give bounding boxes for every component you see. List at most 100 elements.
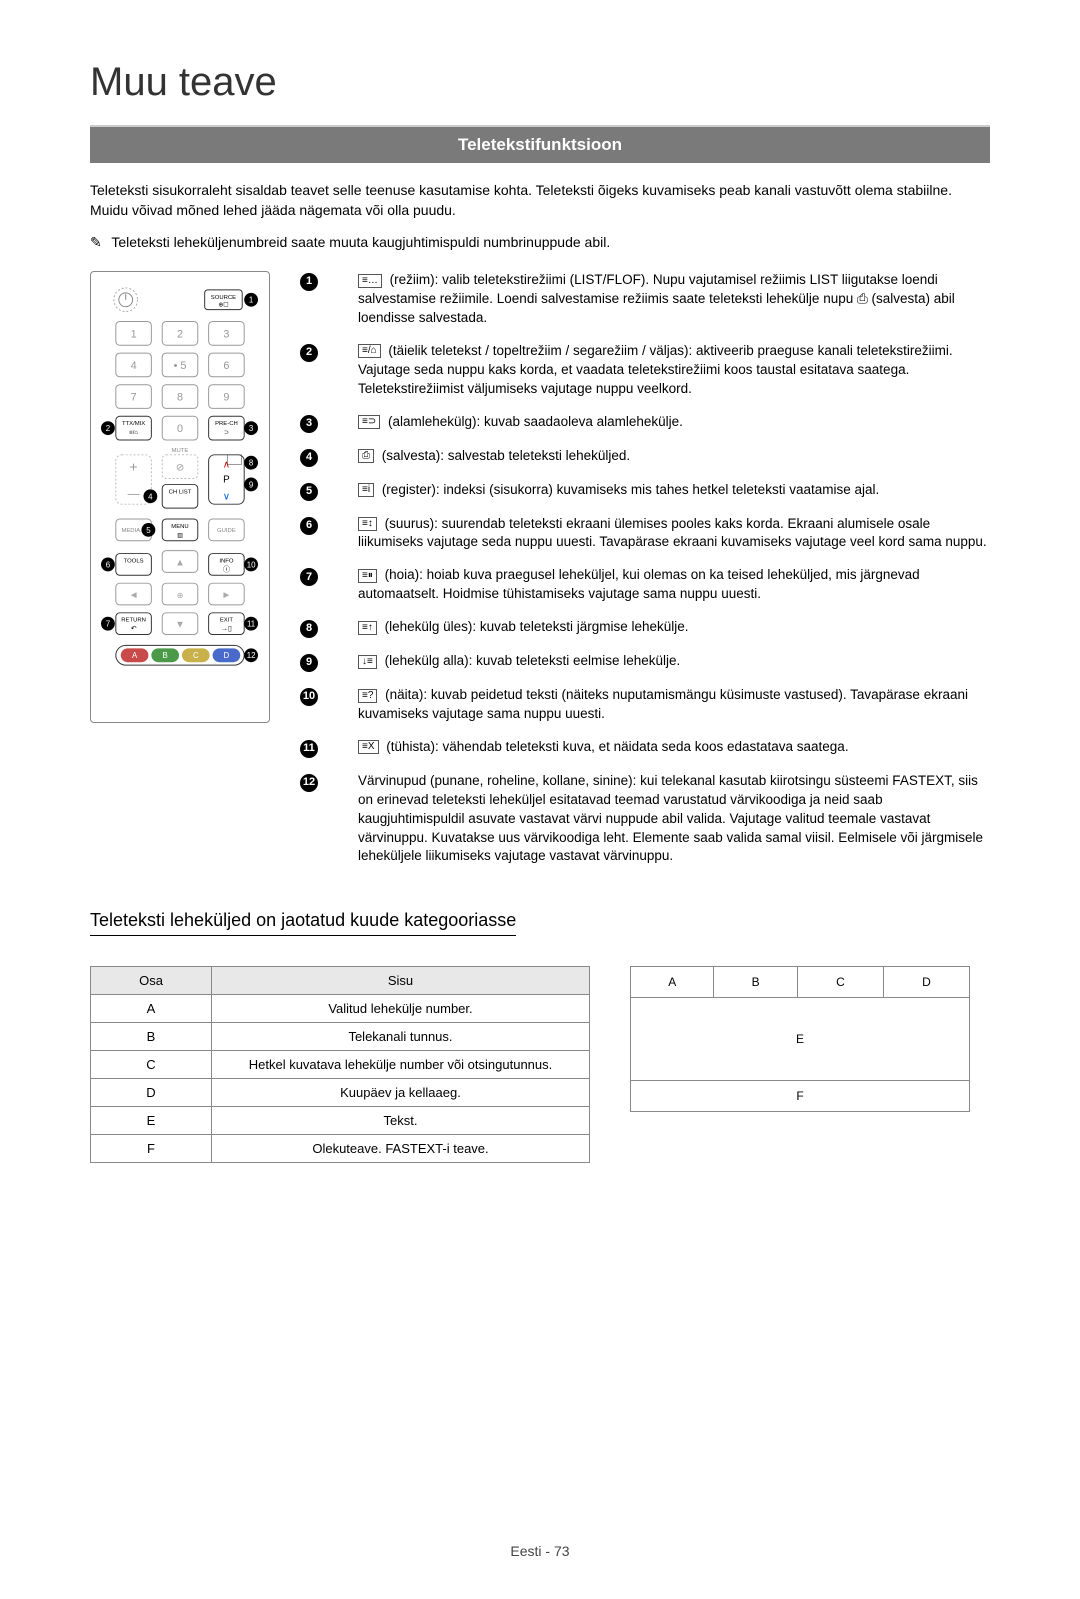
svg-text:—: — [128, 486, 140, 500]
svg-text:9: 9 [249, 481, 254, 490]
description-list: 1 ≡… (režiim): valib teletekstirežiimi (L… [300, 271, 990, 880]
table-row: BTelekanali tunnus. [91, 1023, 590, 1051]
table-row: FOlekuteave. FASTEXT-i teave. [91, 1135, 590, 1163]
teletext-glyph-icon: ≡↑ [358, 621, 377, 635]
svg-text:B: B [163, 651, 168, 660]
svg-text:◄: ◄ [129, 590, 139, 601]
note-icon: ✎ [90, 234, 102, 251]
svg-text:A: A [132, 651, 138, 660]
cell-osa: D [91, 1079, 212, 1107]
svg-text:1: 1 [249, 296, 253, 305]
teletext-glyph-icon: ≡… [358, 274, 382, 288]
cell-sisu: Kuupäev ja kellaaeg. [212, 1079, 590, 1107]
desc-item: 4⎙ (salvesta): salvestab teleteksti lehe… [300, 447, 990, 467]
svg-text:RETURN: RETURN [121, 618, 146, 624]
cell-osa: E [91, 1107, 212, 1135]
svg-text:D: D [224, 651, 230, 660]
svg-text:10: 10 [247, 561, 256, 570]
table-row: AValitud lehekülje number. [91, 995, 590, 1023]
remote-svg: SOURCE ⊕☐ 1 1 [101, 282, 259, 707]
svg-text:▥: ▥ [177, 533, 183, 539]
cell-sisu: Olekuteave. FASTEXT-i teave. [212, 1135, 590, 1163]
svg-text:5: 5 [146, 526, 151, 535]
th-osa: Osa [91, 967, 212, 995]
teletext-glyph-icon: ≡? [358, 689, 377, 703]
table-row: ETekst. [91, 1107, 590, 1135]
svg-text:C: C [193, 651, 199, 660]
teletext-glyph-icon: ≡↕ [358, 517, 377, 531]
note-line: ✎ Teleteksti leheküljenumbreid saate muu… [90, 234, 990, 251]
svg-text:7: 7 [131, 392, 137, 404]
page-footer: Eesti - 73 [90, 1543, 990, 1559]
teletext-glyph-icon: ≡i [358, 483, 374, 497]
layout-a: A [631, 967, 714, 998]
svg-text:4: 4 [131, 360, 137, 372]
item-text: ≡⊃ (alamlehekülg): kuvab saadaoleva alam… [358, 413, 990, 432]
svg-text:▼: ▼ [175, 620, 185, 631]
cell-sisu: Valitud lehekülje number. [212, 995, 590, 1023]
table-row: DKuupäev ja kellaaeg. [91, 1079, 590, 1107]
item-text: ≡/⌂ (täielik teletekst / topeltrežiim / … [358, 342, 990, 399]
svg-text:7: 7 [106, 620, 110, 629]
section-banner: Teletekstifunktsioon [90, 125, 990, 163]
svg-text:►: ► [222, 590, 232, 601]
svg-text:6: 6 [223, 360, 229, 372]
item-badge: 4 [300, 449, 318, 467]
desc-item: 12 Värvinupud (punane, roheline, kollane… [300, 772, 990, 866]
svg-text:PRE-CH: PRE-CH [215, 421, 238, 427]
svg-text:6: 6 [106, 561, 111, 570]
svg-text:↶: ↶ [131, 626, 137, 633]
desc-item: 1 ≡… (režiim): valib teletekstirežiimi (L… [300, 271, 990, 328]
svg-text:4: 4 [148, 492, 153, 501]
cell-sisu: Hetkel kuvatava lehekülje number või ots… [212, 1051, 590, 1079]
desc-item: 11 ≡X (tühista): vähendab teleteksti kuva… [300, 738, 990, 758]
item-text: ≡i (register): indeksi (sisukorra) kuvam… [358, 481, 990, 500]
cell-sisu: Tekst. [212, 1107, 590, 1135]
svg-text:⊕☐: ⊕☐ [218, 302, 228, 309]
item-badge: 7 [300, 568, 318, 586]
item-badge: 3 [300, 415, 318, 433]
teletext-glyph-icon: ≡⊃ [358, 415, 380, 429]
svg-text:8: 8 [177, 392, 183, 404]
item-badge: 8 [300, 620, 318, 638]
svg-text:MENU: MENU [171, 524, 188, 530]
desc-item: 7≡⏸ (hoia): hoiab kuva praegusel lehekül… [300, 566, 990, 604]
item-badge: 11 [300, 740, 318, 758]
item-text: ≡X (tühista): vähendab teleteksti kuva, … [358, 738, 990, 757]
svg-text:∧: ∧ [223, 460, 230, 471]
layout-e: E [631, 998, 970, 1081]
table-row: CHetkel kuvatava lehekülje number või ot… [91, 1051, 590, 1079]
svg-text:1: 1 [131, 328, 137, 340]
desc-item: 8 ≡↑ (lehekülg üles): kuvab teleteksti jä… [300, 618, 990, 638]
cell-osa: A [91, 995, 212, 1023]
intro-paragraph: Teleteksti sisukorraleht sisaldab teavet… [90, 181, 990, 220]
item-text: ≡↑ (lehekülg üles): kuvab teleteksti jär… [358, 618, 990, 637]
teletext-glyph-icon: ⎙ [358, 449, 374, 463]
svg-text:2: 2 [177, 328, 183, 340]
item-text: ≡… (režiim): valib teletekstirežiimi (LI… [358, 271, 990, 328]
cell-sisu: Telekanali tunnus. [212, 1023, 590, 1051]
svg-text:INFO: INFO [219, 559, 234, 565]
cell-osa: C [91, 1051, 212, 1079]
item-badge: 6 [300, 517, 318, 535]
cell-osa: B [91, 1023, 212, 1051]
svg-text:EXIT: EXIT [220, 618, 234, 624]
th-sisu: Sisu [212, 967, 590, 995]
layout-d: D [883, 967, 969, 998]
svg-text:2: 2 [106, 424, 110, 433]
item-badge: 9 [300, 654, 318, 672]
item-text: ≡↕ (suurus): suurendab teleteksti ekraan… [358, 515, 990, 553]
item-badge: 1 [300, 273, 318, 291]
layout-b: B [714, 967, 797, 998]
svg-text:⊘: ⊘ [176, 463, 184, 474]
svg-text:⊕: ⊕ [177, 591, 184, 600]
desc-item: 3 ≡⊃ (alamlehekülg): kuvab saadaoleva ala… [300, 413, 990, 433]
remote-diagram: SOURCE ⊕☐ 1 1 [90, 271, 270, 880]
item-text: ≡? (näita): kuvab peidetud teksti (näite… [358, 686, 990, 724]
svg-text:∨: ∨ [223, 491, 230, 502]
note-text: Teleteksti leheküljenumbreid saate muuta… [111, 234, 610, 250]
svg-text:3: 3 [223, 328, 229, 340]
cell-osa: F [91, 1135, 212, 1163]
parts-table: Osa Sisu AValitud lehekülje number.BTele… [90, 966, 590, 1163]
item-text: Värvinupud (punane, roheline, kollane, s… [358, 772, 990, 866]
